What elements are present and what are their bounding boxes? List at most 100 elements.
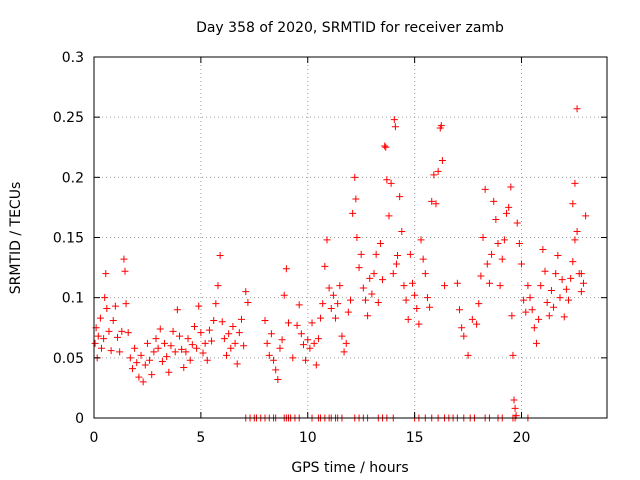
x-tick-label: 20 (513, 430, 531, 446)
data-point (274, 375, 282, 383)
data-point (577, 270, 585, 278)
data-point (180, 363, 188, 371)
data-point (522, 308, 530, 316)
data-point (552, 270, 560, 278)
data-point (382, 143, 390, 151)
data-point (167, 342, 175, 350)
data-point (411, 291, 419, 299)
data-point (310, 339, 318, 347)
data-point (385, 212, 393, 220)
data-point (91, 339, 99, 347)
data-point (387, 179, 395, 187)
data-point (556, 294, 564, 302)
data-point (293, 321, 301, 329)
data-point (370, 270, 378, 278)
axis-ticks: 0 5 10 15 20 0 0.05 0.1 0.15 0.2 0.25 0.3 (53, 50, 607, 446)
data-point (490, 197, 498, 205)
data-point (321, 262, 329, 270)
data-point (573, 105, 581, 113)
y-tick-label: 0.2 (62, 170, 84, 186)
data-point (152, 335, 160, 343)
data-point (317, 314, 325, 322)
data-point (163, 353, 171, 361)
data-point (562, 285, 570, 293)
data-point (505, 203, 513, 211)
data-point (122, 300, 130, 308)
data-point (340, 348, 348, 356)
data-point (524, 282, 532, 290)
data-point (394, 252, 402, 260)
data-point (473, 320, 481, 328)
data-point (391, 123, 399, 131)
data-point (161, 339, 169, 347)
data-point (438, 156, 446, 164)
data-point (404, 315, 412, 323)
data-point (332, 314, 340, 322)
data-point (520, 296, 528, 304)
data-point (184, 335, 192, 343)
data-point (244, 298, 252, 306)
data-point (263, 339, 271, 347)
data-point (304, 336, 312, 344)
data-point (400, 282, 408, 290)
data-point (372, 250, 380, 258)
data-point (220, 335, 228, 343)
data-point (481, 185, 489, 193)
data-point (413, 304, 421, 312)
data-point (267, 330, 275, 338)
data-point (126, 354, 134, 362)
data-point (355, 264, 363, 272)
y-axis-label: SRMTID / TECUs (8, 182, 24, 295)
data-point (421, 270, 429, 278)
data-point (124, 329, 132, 337)
data-point (227, 344, 235, 352)
data-point (456, 306, 464, 314)
data-point (539, 246, 547, 254)
data-point (306, 344, 314, 352)
data-point (560, 313, 568, 321)
y-tick-label: 0 (75, 411, 84, 427)
data-point (567, 274, 575, 282)
data-point (530, 324, 538, 332)
data-point (261, 317, 269, 325)
data-point (265, 351, 273, 359)
data-point (118, 327, 126, 335)
data-point (453, 279, 461, 287)
data-point (148, 371, 156, 379)
data-point (105, 327, 113, 335)
data-point (131, 344, 139, 352)
x-tick-label: 15 (406, 430, 424, 446)
y-tick-label: 0.15 (53, 231, 84, 247)
data-point (417, 236, 425, 244)
data-point (171, 348, 179, 356)
x-tick-label: 10 (299, 430, 317, 446)
data-point (285, 319, 293, 327)
data-point (199, 349, 207, 357)
data-point (498, 255, 506, 263)
data-point (434, 167, 442, 175)
data-point (347, 296, 354, 304)
data-point (353, 234, 361, 241)
data-point (547, 286, 555, 294)
data-point (186, 356, 194, 364)
data-point (419, 255, 427, 263)
data-point (558, 276, 566, 284)
data-point (402, 296, 410, 304)
data-point (464, 351, 472, 359)
data-point (496, 282, 504, 290)
data-point (579, 279, 587, 287)
data-point (101, 294, 109, 302)
data-point (437, 122, 445, 130)
data-point (231, 339, 239, 347)
data-point (242, 288, 250, 296)
data-point (390, 116, 398, 124)
data-points (91, 105, 590, 422)
data-point (276, 344, 284, 352)
x-tick-label: 0 (90, 430, 99, 446)
data-point (133, 359, 141, 367)
data-point (235, 329, 243, 337)
data-point (532, 339, 540, 347)
data-point (483, 260, 491, 268)
data-point (188, 341, 196, 349)
data-point (366, 274, 374, 282)
